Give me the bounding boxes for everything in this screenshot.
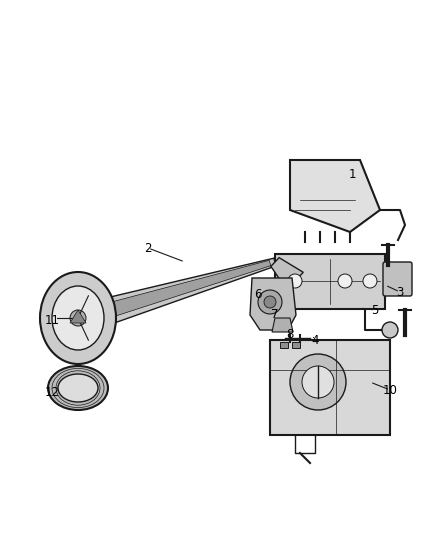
Text: 3: 3 bbox=[396, 286, 404, 298]
Polygon shape bbox=[290, 160, 380, 232]
Circle shape bbox=[70, 310, 86, 326]
Polygon shape bbox=[91, 258, 276, 328]
Circle shape bbox=[264, 296, 276, 308]
FancyBboxPatch shape bbox=[270, 340, 390, 435]
Ellipse shape bbox=[89, 306, 111, 324]
Polygon shape bbox=[250, 278, 296, 330]
Circle shape bbox=[382, 322, 398, 338]
Circle shape bbox=[288, 274, 302, 288]
FancyBboxPatch shape bbox=[275, 254, 385, 309]
Text: 11: 11 bbox=[45, 313, 60, 327]
Circle shape bbox=[258, 290, 282, 314]
Text: 4: 4 bbox=[311, 334, 319, 346]
Circle shape bbox=[363, 274, 377, 288]
Text: 12: 12 bbox=[45, 385, 60, 399]
FancyBboxPatch shape bbox=[292, 342, 300, 348]
Circle shape bbox=[302, 366, 334, 398]
Polygon shape bbox=[272, 318, 293, 332]
Text: 6: 6 bbox=[254, 288, 262, 302]
Ellipse shape bbox=[40, 272, 116, 364]
Text: 2: 2 bbox=[144, 241, 152, 254]
Polygon shape bbox=[271, 257, 303, 290]
Text: 10: 10 bbox=[382, 384, 397, 397]
Text: 5: 5 bbox=[371, 303, 379, 317]
Circle shape bbox=[290, 354, 346, 410]
Ellipse shape bbox=[48, 366, 108, 410]
Circle shape bbox=[338, 274, 352, 288]
Text: 7: 7 bbox=[271, 309, 279, 321]
Polygon shape bbox=[70, 310, 86, 323]
FancyBboxPatch shape bbox=[280, 342, 288, 348]
Ellipse shape bbox=[58, 374, 98, 402]
Text: 1: 1 bbox=[348, 168, 356, 182]
Polygon shape bbox=[98, 260, 271, 320]
FancyBboxPatch shape bbox=[383, 262, 412, 296]
Ellipse shape bbox=[52, 286, 104, 350]
Text: 8: 8 bbox=[286, 328, 294, 342]
